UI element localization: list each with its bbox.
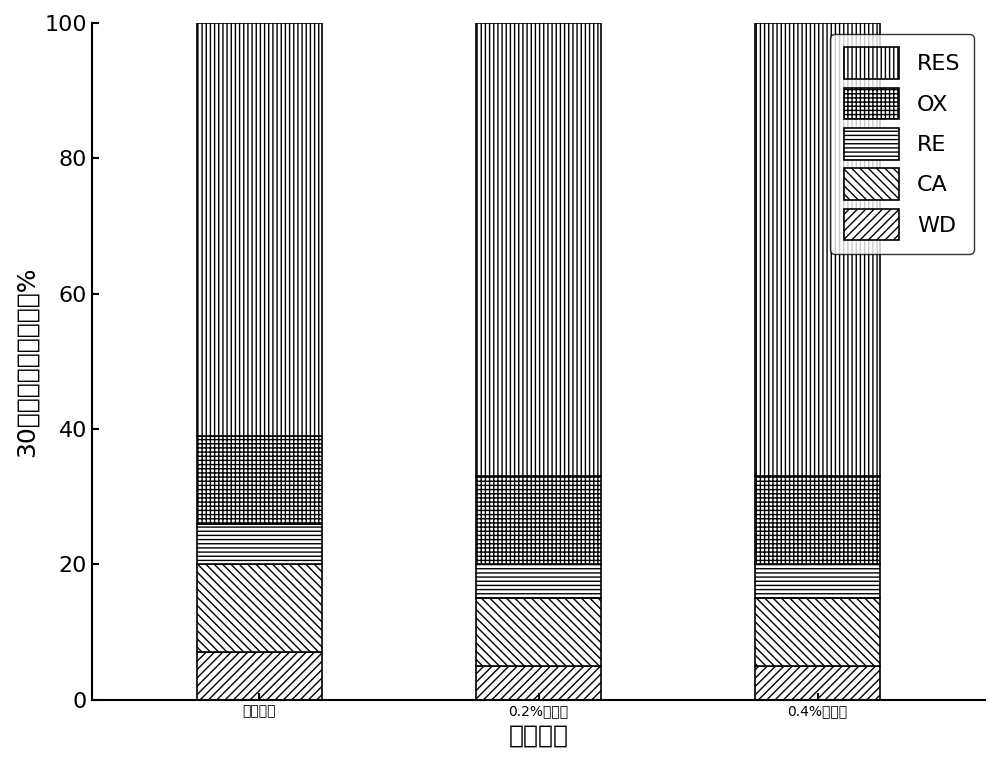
Bar — [755, 598, 880, 666]
Bar — [755, 476, 880, 565]
Bar — [197, 23, 322, 436]
Bar — [197, 436, 322, 523]
Bar — [476, 23, 601, 476]
Bar — [476, 476, 601, 565]
Bar — [476, 666, 601, 700]
Y-axis label: 30天各形态所占百分比%: 30天各形态所占百分比% — [15, 266, 39, 456]
Bar — [476, 598, 601, 666]
X-axis label: 处理名称: 处理名称 — [509, 724, 569, 748]
Bar — [476, 565, 601, 598]
Bar — [197, 523, 322, 565]
Bar — [755, 23, 880, 476]
Bar — [197, 652, 322, 700]
Bar — [755, 666, 880, 700]
Bar — [755, 565, 880, 598]
Legend: RES, OX, RE, CA, WD: RES, OX, RE, CA, WD — [830, 34, 974, 253]
Bar — [197, 565, 322, 652]
